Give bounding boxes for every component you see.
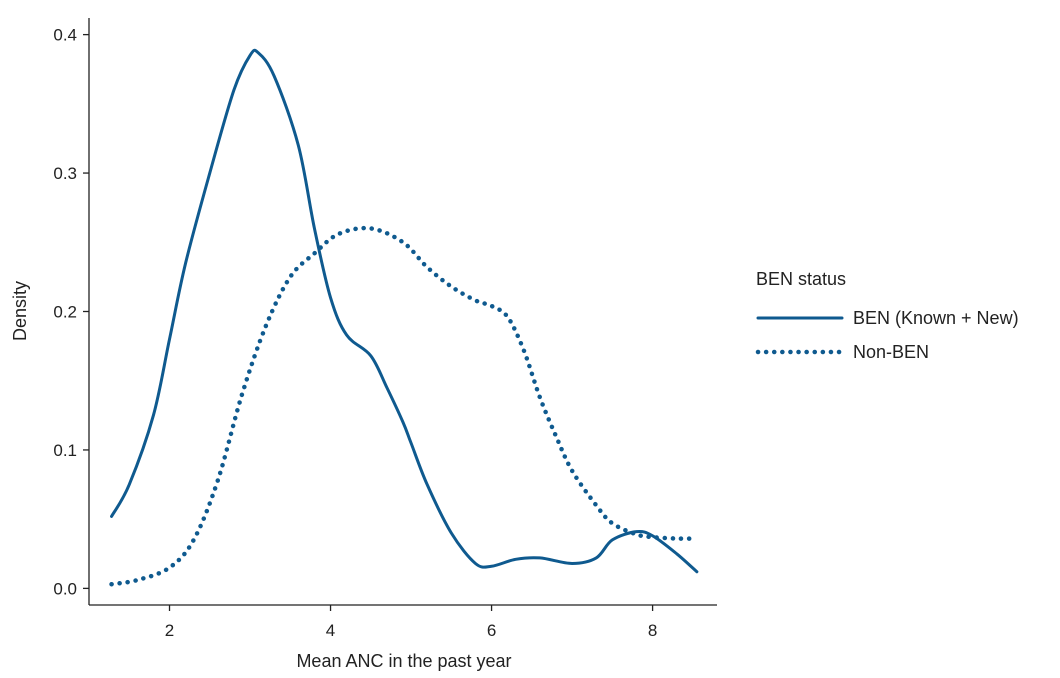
- x-tick-label: 8: [648, 621, 657, 640]
- x-ticks: 2 4 6 8: [165, 605, 657, 640]
- y-tick-label: 0.3: [53, 164, 77, 183]
- x-tick-label: 6: [487, 621, 496, 640]
- legend-items: BEN (Known + New) Non-BEN: [755, 308, 1019, 362]
- y-tick-label: 0.2: [53, 303, 77, 322]
- series-layer: [109, 48, 700, 587]
- legend-label: BEN (Known + New): [853, 308, 1019, 328]
- series-line-ben: [110, 48, 699, 574]
- y-tick-label: 0.1: [53, 441, 77, 460]
- x-tick-label: 2: [165, 621, 174, 640]
- y-ticks: 0.0 0.1 0.2 0.3 0.4: [53, 26, 89, 598]
- y-tick-label: 0.0: [53, 579, 77, 598]
- legend-title: BEN status: [756, 269, 846, 289]
- x-tick-label: 4: [326, 621, 335, 640]
- series-line-non-ben: [109, 225, 700, 587]
- y-tick-label: 0.4: [53, 26, 77, 45]
- legend-label: Non-BEN: [853, 342, 929, 362]
- legend: BEN status BEN (Known + New) Non-BEN: [755, 269, 1019, 362]
- y-axis-label: Density: [10, 281, 30, 341]
- x-axis-label: Mean ANC in the past year: [296, 651, 511, 671]
- plot-area: 2 4 6 8 0.0 0.1 0.2 0.3 0.4: [53, 18, 717, 640]
